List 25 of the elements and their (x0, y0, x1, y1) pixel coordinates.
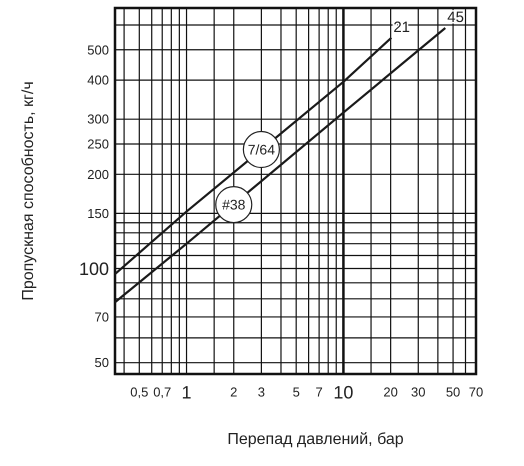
y-tick-label: 300 (87, 112, 109, 127)
x-tick-label: 50 (446, 384, 460, 400)
y-axis-title: Пропускная способность, кг/ч (20, 81, 37, 301)
y-tick-label: 200 (87, 166, 109, 182)
x-tick-label: 1 (182, 382, 192, 402)
x-tick-label: 5 (292, 384, 300, 400)
y-tick-label: 250 (87, 136, 109, 152)
x-tick-label: 2 (230, 384, 238, 400)
y-tick-label: 400 (87, 72, 109, 88)
y-tick-label: 100 (78, 258, 109, 279)
x-tick-label: 10 (333, 382, 354, 402)
y-tick-label: 70 (94, 310, 109, 324)
y-tick-label: 50 (94, 355, 109, 370)
x-tick-label: 3 (258, 384, 265, 400)
x-tick-label: 70 (468, 384, 484, 400)
x-tick-label: 7 (315, 384, 323, 400)
x-tick-label: 0,7 (153, 384, 172, 400)
x-tick-label: 0,5 (130, 384, 148, 400)
y-tick-label: 500 (87, 42, 109, 58)
annotation: #38 (222, 196, 246, 213)
y-tick-label: 150 (87, 206, 109, 221)
x-tick-label: 30 (411, 384, 426, 400)
x-tick-label: 20 (383, 384, 398, 400)
x-axis-title: Перепад давлений, бар (227, 431, 404, 448)
annotation: 7/64 (248, 141, 276, 158)
